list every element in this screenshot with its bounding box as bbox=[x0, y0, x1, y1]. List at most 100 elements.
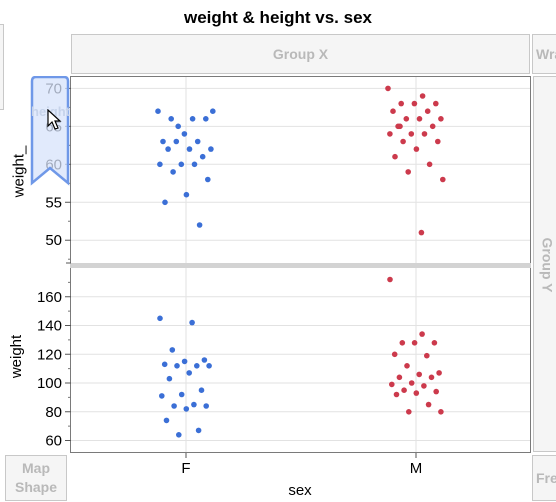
data-point-F bbox=[201, 357, 208, 363]
data-point-M bbox=[421, 383, 427, 389]
data-point-M bbox=[436, 370, 442, 376]
y-tick-label: 55 bbox=[45, 194, 62, 211]
data-point-F bbox=[168, 116, 174, 122]
data-point-M bbox=[416, 116, 423, 122]
data-point-F bbox=[198, 387, 205, 394]
data-point-M bbox=[429, 123, 436, 130]
group-x-label: Group X bbox=[272, 46, 329, 62]
data-point-M bbox=[396, 374, 403, 381]
data-point-M bbox=[426, 161, 433, 168]
data-point-F bbox=[208, 146, 214, 152]
x-axis-title: sex bbox=[288, 482, 312, 499]
top-plot-frame[interactable] bbox=[70, 76, 531, 264]
data-point-F bbox=[157, 161, 163, 168]
data-point-F bbox=[174, 363, 180, 369]
page-title: weight & height vs. sex bbox=[184, 8, 372, 27]
data-point-M bbox=[399, 340, 406, 346]
data-point-F bbox=[155, 108, 161, 114]
data-point-M bbox=[408, 380, 415, 386]
data-point-F bbox=[195, 427, 202, 434]
data-point-M bbox=[419, 93, 426, 99]
data-point-F bbox=[191, 161, 198, 168]
data-point-M bbox=[411, 100, 418, 107]
bottom-plot-frame[interactable] bbox=[70, 267, 531, 453]
left-edge-drop-zone[interactable] bbox=[0, 24, 4, 110]
data-point-F bbox=[165, 146, 171, 152]
data-point-F bbox=[157, 315, 163, 322]
freq-drop-zone[interactable]: Fre bbox=[532, 455, 556, 501]
data-point-M bbox=[389, 381, 395, 388]
y-drop-zone-marker[interactable]: height bbox=[30, 76, 70, 186]
data-point-M bbox=[398, 100, 405, 107]
data-point-M bbox=[416, 371, 423, 378]
data-point-F bbox=[181, 358, 188, 365]
data-point-M bbox=[391, 351, 398, 358]
data-point-F bbox=[183, 406, 190, 412]
data-point-M bbox=[387, 276, 393, 283]
data-point-F bbox=[178, 391, 185, 398]
y-tick-label: 120 bbox=[37, 346, 62, 363]
data-point-F bbox=[210, 108, 216, 114]
data-point-M bbox=[428, 374, 435, 381]
data-point-F bbox=[181, 131, 188, 137]
y-tick-label: 60 bbox=[45, 433, 62, 450]
freq-label: Fre bbox=[536, 470, 556, 486]
data-point-M bbox=[411, 340, 418, 346]
top-y-axis-title: weight_ bbox=[10, 145, 28, 198]
data-point-F bbox=[159, 393, 165, 399]
data-point-M bbox=[425, 401, 432, 408]
data-point-M bbox=[406, 409, 412, 415]
shape-label: Shape bbox=[14, 479, 57, 495]
bottom-y-axis-title: weight bbox=[8, 334, 26, 379]
data-point-F bbox=[196, 222, 203, 228]
data-point-M bbox=[433, 100, 439, 107]
data-point-F bbox=[186, 370, 192, 376]
data-point-M bbox=[397, 123, 403, 130]
panel-divider[interactable] bbox=[70, 263, 531, 268]
data-point-M bbox=[413, 390, 420, 396]
data-point-F bbox=[173, 138, 180, 145]
data-point-F bbox=[169, 347, 176, 353]
x-category-label: F bbox=[181, 460, 190, 477]
data-point-M bbox=[393, 391, 400, 398]
data-point-F bbox=[166, 375, 173, 382]
data-point-M bbox=[419, 331, 425, 337]
map-label: Map bbox=[22, 460, 50, 476]
group-y-drop-zone[interactable]: Group Y bbox=[533, 76, 556, 452]
y-tick-label: 100 bbox=[37, 375, 62, 392]
data-point-M bbox=[431, 340, 438, 346]
data-point-M bbox=[387, 131, 393, 137]
data-point-F bbox=[161, 361, 168, 368]
x-category-label: M bbox=[410, 460, 423, 477]
data-point-F bbox=[183, 191, 190, 198]
data-point-M bbox=[400, 138, 406, 145]
data-point-M bbox=[421, 131, 428, 137]
group-x-drop-zone[interactable]: Group X bbox=[71, 34, 530, 74]
data-point-M bbox=[404, 363, 410, 369]
data-point-F bbox=[178, 161, 185, 168]
data-point-F bbox=[186, 146, 193, 152]
y-tick-label: 50 bbox=[45, 232, 62, 249]
y-tick-label: 80 bbox=[45, 404, 62, 421]
data-point-M bbox=[438, 116, 444, 122]
data-point-M bbox=[390, 108, 396, 114]
data-point-M bbox=[433, 388, 440, 395]
y-tick-label: 160 bbox=[37, 289, 62, 306]
data-point-M bbox=[405, 169, 412, 175]
data-point-F bbox=[176, 432, 182, 438]
data-point-M bbox=[418, 229, 425, 236]
data-point-F bbox=[162, 199, 168, 206]
data-point-F bbox=[203, 116, 209, 122]
data-point-M bbox=[413, 146, 420, 152]
data-point-F bbox=[171, 403, 177, 409]
data-point-M bbox=[385, 85, 391, 92]
data-point-F bbox=[175, 123, 181, 130]
data-point-F bbox=[194, 363, 200, 369]
y-tick-label: 140 bbox=[37, 318, 62, 335]
map-shape-drop-zone[interactable]: Map Shape bbox=[5, 455, 67, 501]
wrap-drop-zone[interactable]: Wra bbox=[532, 34, 556, 74]
cursor-arrow-icon bbox=[47, 109, 62, 130]
data-point-M bbox=[401, 387, 407, 394]
data-point-F bbox=[205, 176, 211, 183]
